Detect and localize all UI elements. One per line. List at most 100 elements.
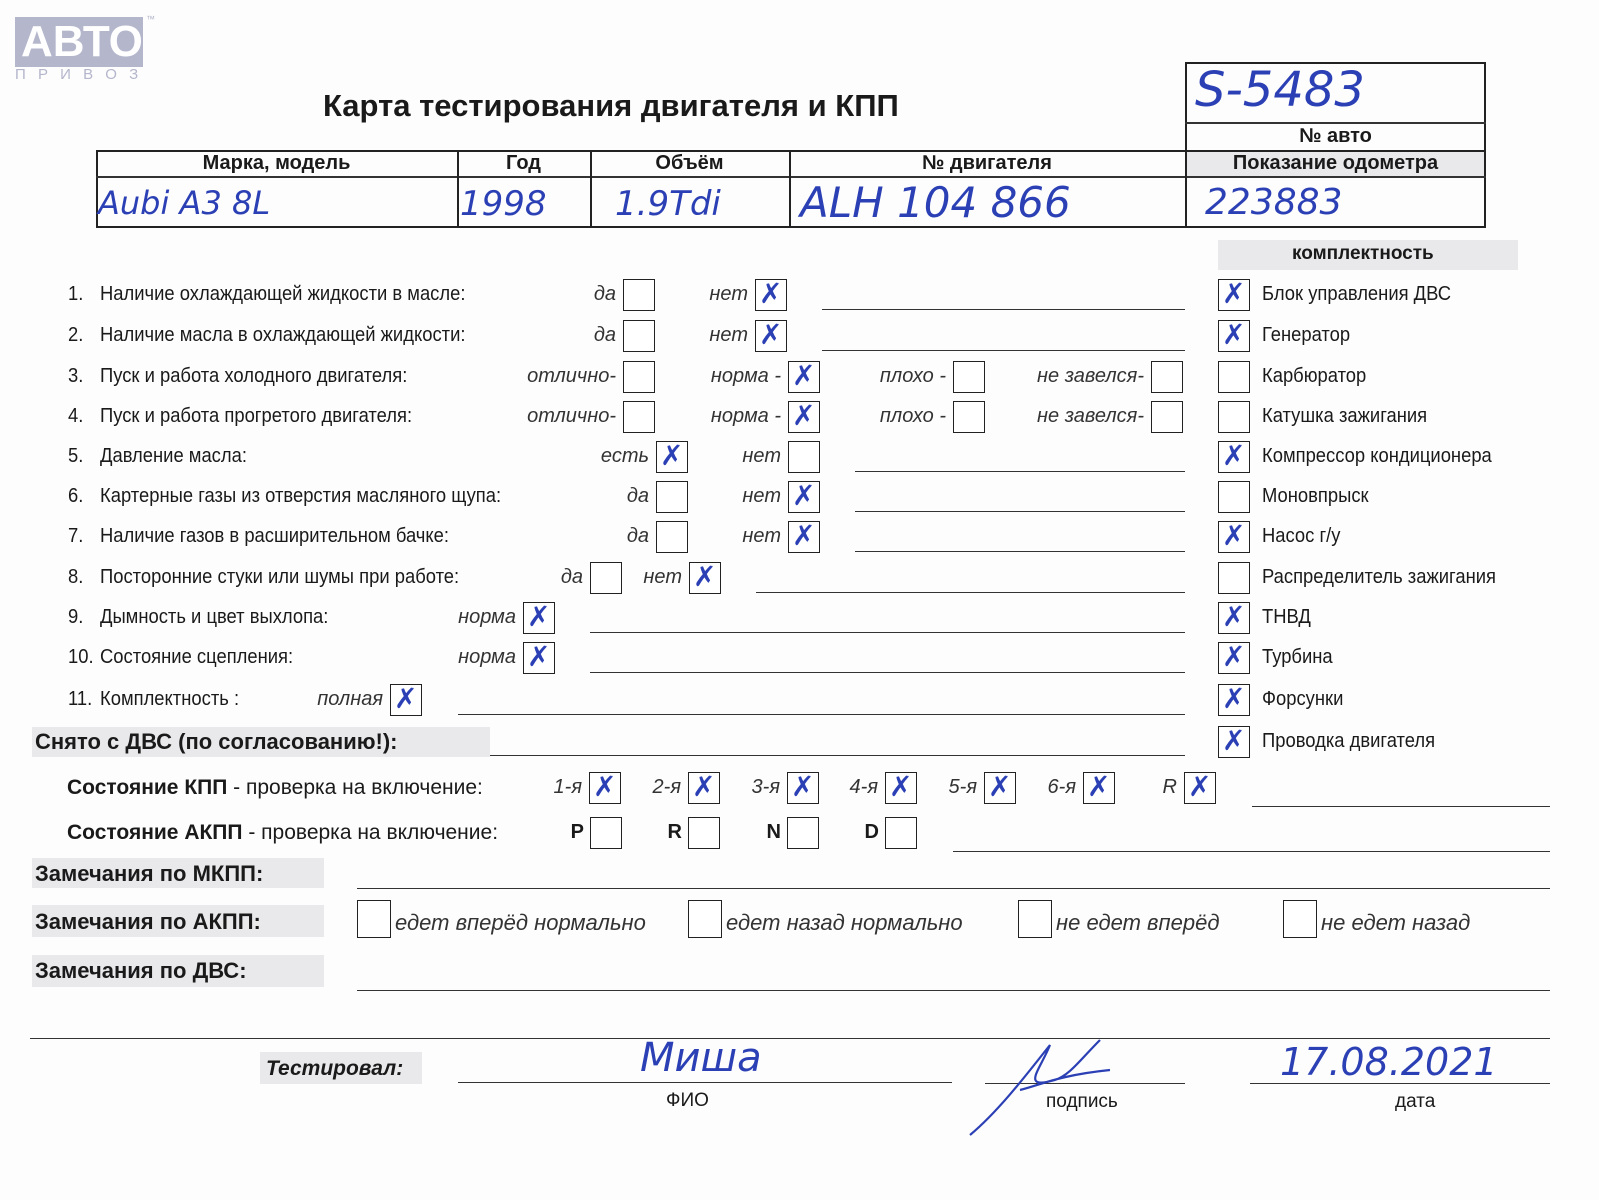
question-note-field[interactable] bbox=[855, 471, 1185, 472]
question-note-field[interactable] bbox=[855, 511, 1185, 512]
completeness-item-label: Форсунки bbox=[1262, 688, 1344, 710]
date-field[interactable] bbox=[1250, 1083, 1550, 1084]
akpp-remark-checkbox[interactable] bbox=[357, 900, 391, 938]
page-title: Карта тестирования двигателя и КПП bbox=[323, 88, 899, 123]
completeness-item-label: Блок управления ДВС bbox=[1262, 283, 1452, 305]
column-header: Показание одометра bbox=[1232, 152, 1439, 174]
gear-checkbox[interactable] bbox=[1083, 770, 1115, 804]
option-checkbox[interactable] bbox=[788, 359, 820, 393]
akpp-mode-checkbox[interactable] bbox=[885, 817, 917, 849]
column-header: Год bbox=[506, 152, 541, 174]
option-label: да bbox=[593, 324, 616, 346]
completeness-checkbox[interactable] bbox=[1218, 361, 1250, 393]
akpp-remark-checkbox[interactable] bbox=[1283, 900, 1317, 938]
completeness-item-label: Катушка зажигания bbox=[1262, 405, 1428, 427]
option-checkbox[interactable] bbox=[788, 479, 820, 513]
question-note-field[interactable] bbox=[590, 672, 1185, 673]
option-checkbox[interactable] bbox=[1151, 361, 1183, 393]
option-checkbox[interactable] bbox=[523, 600, 555, 634]
option-checkbox[interactable] bbox=[656, 481, 688, 513]
question-number: 1. bbox=[68, 283, 84, 305]
question-label: Пуск и работа прогретого двигателя: bbox=[100, 405, 413, 427]
question-label: Пуск и работа холодного двигателя: bbox=[100, 365, 408, 387]
option-checkbox[interactable] bbox=[623, 401, 655, 433]
gear-checkbox[interactable] bbox=[589, 770, 621, 804]
dvs-remarks-label: Замечания по ДВС: bbox=[35, 958, 247, 983]
completeness-checkbox[interactable] bbox=[1218, 724, 1250, 758]
option-label: да bbox=[593, 283, 616, 305]
date-value: 17.08.2021 bbox=[1280, 1040, 1498, 1084]
option-label: норма - bbox=[710, 405, 781, 427]
mkpp-remarks-field[interactable] bbox=[357, 888, 1550, 889]
option-checkbox[interactable] bbox=[390, 682, 422, 716]
completeness-item-label: Карбюратор bbox=[1262, 365, 1367, 387]
akpp-remark-label: не едет назад bbox=[1321, 910, 1471, 935]
question-note-field[interactable] bbox=[458, 714, 1185, 715]
option-checkbox[interactable] bbox=[623, 361, 655, 393]
option-label: норма bbox=[458, 646, 516, 668]
completeness-checkbox[interactable] bbox=[1218, 318, 1250, 352]
akpp-mode-checkbox[interactable] bbox=[688, 817, 720, 849]
question-number: 6. bbox=[68, 485, 84, 507]
gear-label: 5-я bbox=[948, 776, 977, 798]
option-checkbox[interactable] bbox=[1151, 401, 1183, 433]
akpp-mode-checkbox[interactable] bbox=[590, 817, 622, 849]
option-checkbox[interactable] bbox=[523, 640, 555, 674]
question-label: Дымность и цвет выхлопа: bbox=[100, 606, 329, 628]
option-checkbox[interactable] bbox=[953, 401, 985, 433]
option-checkbox[interactable] bbox=[656, 521, 688, 553]
question-note-field[interactable] bbox=[855, 551, 1185, 552]
option-label: нет bbox=[709, 283, 748, 305]
question-note-field[interactable] bbox=[590, 632, 1185, 633]
question-number: 2. bbox=[68, 324, 84, 346]
akpp-mode-checkbox[interactable] bbox=[787, 817, 819, 849]
option-checkbox[interactable] bbox=[788, 399, 820, 433]
option-label: не завелся- bbox=[1037, 405, 1144, 427]
column-header: Объём bbox=[655, 152, 724, 174]
completeness-checkbox[interactable] bbox=[1218, 682, 1250, 716]
name-caption: ФИО bbox=[666, 1090, 709, 1111]
gear-checkbox[interactable] bbox=[787, 770, 819, 804]
completeness-checkbox[interactable] bbox=[1218, 481, 1250, 513]
option-checkbox[interactable] bbox=[656, 439, 688, 473]
completeness-checkbox[interactable] bbox=[1218, 277, 1250, 311]
question-number: 3. bbox=[68, 365, 84, 387]
completeness-checkbox[interactable] bbox=[1218, 519, 1250, 553]
name-field[interactable] bbox=[458, 1082, 952, 1083]
option-checkbox[interactable] bbox=[623, 279, 655, 311]
kpp-label: Состояние КПП - проверка на включение: bbox=[67, 776, 483, 799]
option-checkbox[interactable] bbox=[755, 318, 787, 352]
akpp-remark-checkbox[interactable] bbox=[688, 900, 722, 938]
option-checkbox[interactable] bbox=[953, 361, 985, 393]
gear-checkbox[interactable] bbox=[885, 770, 917, 804]
completeness-checkbox[interactable] bbox=[1218, 401, 1250, 433]
option-checkbox[interactable] bbox=[689, 560, 721, 594]
option-checkbox[interactable] bbox=[590, 562, 622, 594]
option-checkbox[interactable] bbox=[788, 441, 820, 473]
signature-field[interactable] bbox=[985, 1083, 1185, 1084]
gear-label: R bbox=[1162, 776, 1177, 798]
tested-by-label: Тестировал: bbox=[266, 1057, 404, 1080]
completeness-checkbox[interactable] bbox=[1218, 640, 1250, 674]
question-note-field[interactable] bbox=[822, 350, 1185, 351]
akpp-mode-label: D bbox=[864, 821, 879, 843]
dvs-remarks-field[interactable] bbox=[357, 990, 1550, 991]
option-label: отлично- bbox=[527, 405, 616, 427]
gear-checkbox[interactable] bbox=[688, 770, 720, 804]
completeness-checkbox[interactable] bbox=[1218, 439, 1250, 473]
option-checkbox[interactable] bbox=[788, 519, 820, 553]
question-label: Давление масла: bbox=[100, 445, 247, 467]
removed-field[interactable] bbox=[490, 755, 1185, 756]
question-note-field[interactable] bbox=[756, 592, 1185, 593]
option-label: плохо - bbox=[879, 365, 946, 387]
question-note-field[interactable] bbox=[822, 309, 1185, 310]
option-label: нет bbox=[643, 566, 682, 588]
option-checkbox[interactable] bbox=[623, 320, 655, 352]
completeness-checkbox[interactable] bbox=[1218, 600, 1250, 634]
akpp-remark-checkbox[interactable] bbox=[1018, 900, 1052, 938]
akpp-remarks-label: Замечания по АКПП: bbox=[35, 909, 261, 934]
option-checkbox[interactable] bbox=[755, 277, 787, 311]
completeness-checkbox[interactable] bbox=[1218, 562, 1250, 594]
gear-checkbox[interactable] bbox=[1184, 770, 1216, 804]
gear-checkbox[interactable] bbox=[984, 770, 1016, 804]
